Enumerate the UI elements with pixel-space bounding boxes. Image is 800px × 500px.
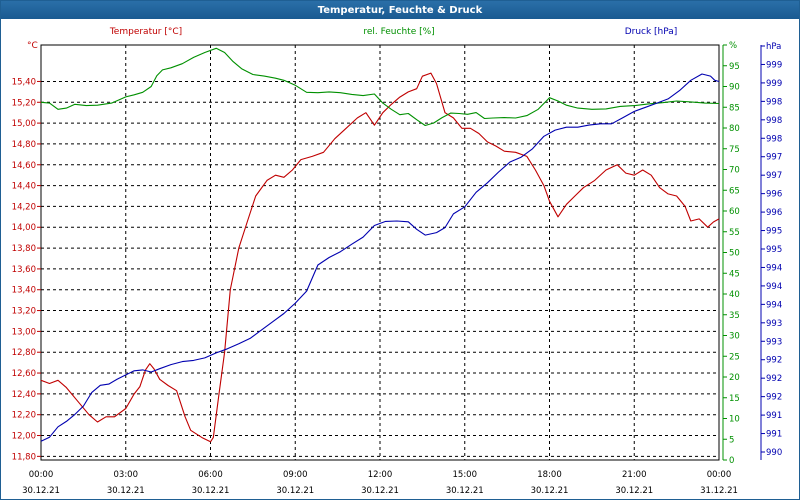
- axis-labels: 11,80 12,00 12,20 12,40 12,60 12,80 13,00 13,20…: [12, 27, 783, 496]
- temperature-tick-label: 14,00: [12, 223, 36, 233]
- x-tick-time-label: 18:00: [537, 470, 562, 480]
- pressure-tick-label: 999: [766, 79, 782, 89]
- humidity-tick-label: 20: [729, 373, 740, 383]
- x-tick-time-label: 00:00: [707, 470, 732, 480]
- temperature-tick-label: 12,00: [12, 432, 36, 442]
- temperature-tick-label: 13,20: [12, 307, 36, 317]
- humidity-tick-label: 60: [729, 207, 740, 217]
- temperature-tick-label: 12,40: [12, 390, 36, 400]
- pressure-tick-label: 995: [766, 227, 782, 237]
- pressure-tick-label: 994: [766, 282, 782, 292]
- humidity-tick-label: 45: [729, 269, 740, 279]
- series-lines: [40, 47, 720, 443]
- pressure-tick-label: 998: [766, 97, 782, 107]
- temperature-tick-label: 13,80: [12, 244, 36, 254]
- pressure-tick-label: 993: [766, 337, 782, 347]
- humidity-tick-label: 90: [729, 83, 740, 93]
- series-line-temperature: [40, 72, 720, 443]
- temperature-tick-label: 15,00: [12, 119, 36, 129]
- pressure-tick-label: 992: [766, 374, 782, 384]
- x-tick-date-label: 30.12.21: [531, 486, 569, 496]
- pressure-tick-label: 991: [766, 430, 782, 440]
- x-tick-date-label: 30.12.21: [192, 486, 230, 496]
- pressure-tick-label: 997: [766, 171, 782, 181]
- x-tick-date-label: 30.12.21: [361, 486, 399, 496]
- pressure-tick-label: 992: [766, 393, 782, 403]
- temperature-tick-label: 13,60: [12, 265, 36, 275]
- humidity-tick-label: 10: [729, 415, 740, 425]
- x-tick-date-label: 30.12.21: [276, 486, 314, 496]
- pressure-tick-label: 994: [766, 300, 782, 310]
- temperature-tick-label: 11,80: [12, 452, 36, 462]
- pressure-tick-label: 998: [766, 134, 782, 144]
- x-tick-time-label: 12:00: [368, 470, 393, 480]
- humidity-tick-label: 35: [729, 311, 740, 321]
- window-title: Temperatur, Feuchte & Druck: [1, 1, 799, 19]
- humidity-tick-label: 75: [729, 145, 740, 155]
- x-tick-time-label: 06:00: [198, 470, 223, 480]
- humidity-tick-label: 30: [729, 332, 740, 342]
- temperature-tick-label: 12,60: [12, 369, 36, 379]
- temperature-tick-label: 12,20: [12, 411, 36, 421]
- pressure-tick-label: 995: [766, 245, 782, 255]
- pressure-tick-label: hPa: [766, 42, 781, 52]
- humidity-tick-label: 55: [729, 228, 740, 238]
- temperature-tick-label: 14,60: [12, 161, 36, 171]
- legend-humidity: rel. Feuchte [%]: [363, 27, 434, 37]
- x-tick-time-label: 09:00: [283, 470, 308, 480]
- humidity-tick-label: 15: [729, 394, 740, 404]
- pressure-tick-label: 992: [766, 356, 782, 366]
- pressure-tick-label: 993: [766, 319, 782, 329]
- temperature-tick-label: 14,20: [12, 202, 36, 212]
- pressure-tick-label: 998: [766, 116, 782, 126]
- humidity-tick-label: 70: [729, 166, 740, 176]
- x-tick-time-label: 03:00: [114, 470, 139, 480]
- humidity-tick-label: 95: [729, 62, 740, 72]
- x-tick-time-label: 21:00: [622, 470, 647, 480]
- x-tick-date-label: 31.12.21: [700, 486, 738, 496]
- x-tick-date-label: 30.12.21: [107, 486, 145, 496]
- temperature-tick-label: 15,40: [12, 77, 36, 87]
- pressure-tick-label: 990: [766, 448, 782, 458]
- x-tick-time-label: 00:00: [29, 470, 54, 480]
- series-line-humidity: [40, 47, 720, 127]
- temperature-tick-label: 15,20: [12, 98, 36, 108]
- humidity-tick-label: 85: [729, 103, 740, 113]
- pressure-tick-label: 997: [766, 153, 782, 163]
- pressure-tick-label: 996: [766, 190, 782, 200]
- humidity-tick-label: %: [729, 41, 737, 51]
- grid-lines: [40, 45, 720, 460]
- temperature-unit-label: °C: [27, 41, 38, 51]
- plot-border: [40, 44, 720, 461]
- legend-pressure: Druck [hPa]: [625, 27, 678, 37]
- pressure-tick-label: 999: [766, 60, 782, 70]
- humidity-tick-label: 0: [729, 456, 734, 466]
- temperature-tick-label: 14,40: [12, 182, 36, 192]
- legend-temperature: Temperatur [°C]: [109, 27, 182, 37]
- humidity-tick-label: 65: [729, 186, 740, 196]
- pressure-tick-label: 994: [766, 263, 782, 273]
- axes: [37, 44, 765, 461]
- humidity-tick-label: 80: [729, 124, 740, 134]
- humidity-tick-label: 25: [729, 352, 740, 362]
- humidity-tick-label: 40: [729, 290, 740, 300]
- x-tick-date-label: 30.12.21: [22, 486, 60, 496]
- x-tick-date-label: 30.12.21: [446, 486, 484, 496]
- series-line-pressure: [40, 73, 720, 442]
- humidity-tick-label: 5: [729, 435, 734, 445]
- temperature-tick-label: 14,80: [12, 140, 36, 150]
- pressure-tick-label: 996: [766, 208, 782, 218]
- humidity-tick-label: 50: [729, 249, 740, 259]
- x-tick-time-label: 15:00: [453, 470, 478, 480]
- x-tick-date-label: 30.12.21: [615, 486, 653, 496]
- temperature-tick-label: 13,00: [12, 327, 36, 337]
- pressure-tick-label: 991: [766, 411, 782, 421]
- temperature-tick-label: 13,40: [12, 286, 36, 296]
- temperature-tick-label: 12,80: [12, 348, 36, 358]
